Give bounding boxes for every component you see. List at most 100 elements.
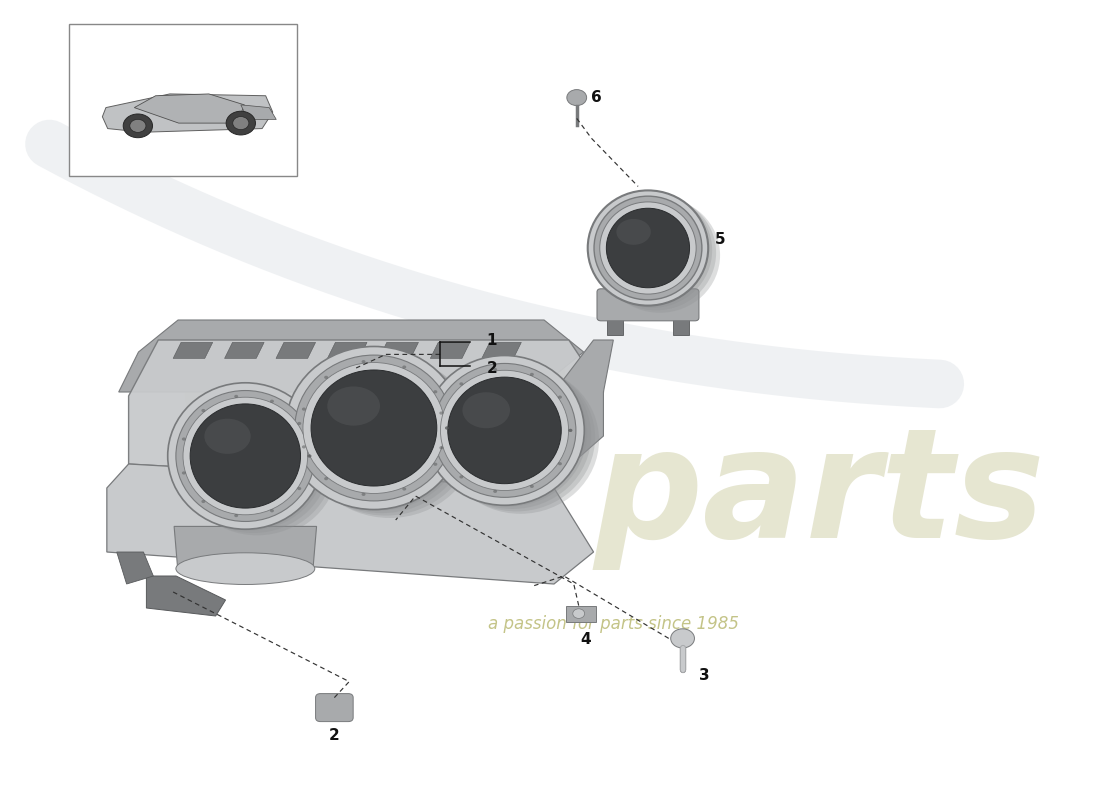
Ellipse shape xyxy=(433,363,576,498)
Circle shape xyxy=(130,119,146,132)
Circle shape xyxy=(362,493,365,496)
Polygon shape xyxy=(129,340,604,488)
Polygon shape xyxy=(378,342,418,358)
Bar xyxy=(607,316,623,335)
Circle shape xyxy=(446,426,449,430)
Polygon shape xyxy=(119,320,584,392)
Ellipse shape xyxy=(167,382,323,530)
Bar xyxy=(565,606,595,622)
Circle shape xyxy=(433,390,438,394)
Circle shape xyxy=(439,446,443,450)
Polygon shape xyxy=(482,342,521,358)
Ellipse shape xyxy=(180,391,333,535)
Circle shape xyxy=(182,471,186,474)
Ellipse shape xyxy=(448,377,561,484)
Circle shape xyxy=(308,454,311,458)
Ellipse shape xyxy=(290,350,465,510)
Circle shape xyxy=(201,500,206,503)
Circle shape xyxy=(569,429,572,432)
Ellipse shape xyxy=(298,355,473,515)
Ellipse shape xyxy=(177,389,330,533)
Polygon shape xyxy=(146,576,226,616)
Circle shape xyxy=(403,366,406,369)
Circle shape xyxy=(201,409,206,412)
Ellipse shape xyxy=(183,398,308,514)
Polygon shape xyxy=(544,340,614,488)
Text: 6: 6 xyxy=(591,90,602,105)
Text: 5: 5 xyxy=(715,233,726,247)
Ellipse shape xyxy=(176,553,315,585)
Ellipse shape xyxy=(430,359,587,506)
Polygon shape xyxy=(430,342,470,358)
Circle shape xyxy=(566,90,586,106)
Ellipse shape xyxy=(433,362,591,509)
Circle shape xyxy=(403,487,406,490)
Polygon shape xyxy=(102,94,273,132)
FancyBboxPatch shape xyxy=(597,289,698,321)
Circle shape xyxy=(530,373,533,376)
Ellipse shape xyxy=(442,366,600,514)
Circle shape xyxy=(362,360,365,363)
Text: 2: 2 xyxy=(486,362,497,376)
Ellipse shape xyxy=(440,370,569,490)
Bar xyxy=(673,316,689,335)
Polygon shape xyxy=(117,552,153,584)
Circle shape xyxy=(433,462,438,466)
Circle shape xyxy=(270,509,274,512)
Polygon shape xyxy=(134,94,244,123)
Text: a passion for parts since 1985: a passion for parts since 1985 xyxy=(487,615,739,633)
Circle shape xyxy=(460,382,463,386)
Ellipse shape xyxy=(176,390,315,522)
Text: 3: 3 xyxy=(698,668,710,682)
Circle shape xyxy=(301,407,306,410)
Bar xyxy=(69,24,297,176)
Text: 4: 4 xyxy=(581,633,591,647)
Circle shape xyxy=(297,487,301,490)
Circle shape xyxy=(270,400,274,403)
Ellipse shape xyxy=(173,386,326,530)
Circle shape xyxy=(233,117,249,130)
Circle shape xyxy=(573,609,584,618)
Ellipse shape xyxy=(425,355,584,506)
Circle shape xyxy=(234,514,239,517)
Text: euro: euro xyxy=(178,310,571,458)
Polygon shape xyxy=(224,342,264,358)
Ellipse shape xyxy=(600,202,696,294)
Ellipse shape xyxy=(328,386,380,426)
Text: parts: parts xyxy=(594,422,1045,570)
Ellipse shape xyxy=(438,364,595,511)
Circle shape xyxy=(569,429,572,432)
Ellipse shape xyxy=(295,355,453,501)
Circle shape xyxy=(308,454,311,458)
Ellipse shape xyxy=(302,358,477,518)
Circle shape xyxy=(446,426,449,430)
FancyBboxPatch shape xyxy=(316,694,353,722)
Ellipse shape xyxy=(592,193,712,308)
Circle shape xyxy=(182,438,186,441)
Circle shape xyxy=(493,490,497,493)
Ellipse shape xyxy=(286,346,462,510)
Polygon shape xyxy=(328,342,367,358)
Ellipse shape xyxy=(190,404,300,508)
Polygon shape xyxy=(241,105,276,119)
Circle shape xyxy=(558,462,562,466)
Ellipse shape xyxy=(595,195,716,310)
Ellipse shape xyxy=(295,353,469,513)
Circle shape xyxy=(297,422,301,425)
Ellipse shape xyxy=(600,198,720,313)
Polygon shape xyxy=(276,342,316,358)
Circle shape xyxy=(227,111,255,135)
Circle shape xyxy=(439,411,443,414)
Circle shape xyxy=(324,477,328,480)
Circle shape xyxy=(671,629,694,648)
Polygon shape xyxy=(174,526,317,569)
Circle shape xyxy=(558,395,562,398)
Ellipse shape xyxy=(311,370,437,486)
Polygon shape xyxy=(107,464,594,584)
Circle shape xyxy=(460,475,463,478)
Ellipse shape xyxy=(185,394,338,538)
Ellipse shape xyxy=(462,392,510,428)
Ellipse shape xyxy=(302,362,444,494)
Circle shape xyxy=(234,395,239,398)
Ellipse shape xyxy=(587,190,708,306)
